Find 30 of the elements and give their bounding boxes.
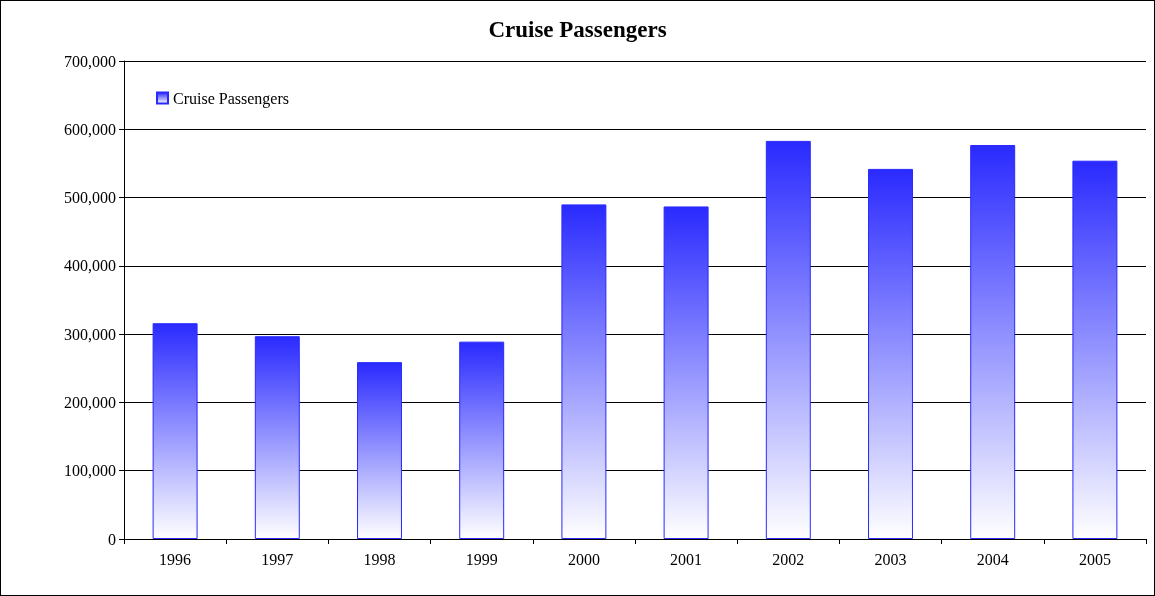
x-tick-label: 2000: [567, 550, 600, 568]
x-tick-label: 2005: [1078, 550, 1111, 568]
y-tick-label: 500,000: [64, 189, 116, 207]
x-tick-label: 1996: [159, 550, 192, 568]
y-tick-label: 300,000: [64, 325, 116, 343]
y-tick-label: 0: [108, 530, 116, 548]
x-tick-label: 1997: [261, 550, 294, 568]
y-tick-label: 700,000: [64, 52, 116, 70]
y-tick-label: 600,000: [64, 120, 116, 138]
bar: [970, 144, 1016, 539]
bar: [459, 341, 505, 539]
legend-label: Cruise Passengers: [173, 89, 289, 108]
y-tick-label: 400,000: [64, 257, 116, 275]
x-tick-label: 2003: [874, 550, 907, 568]
x-tick-label: 1999: [465, 550, 498, 568]
bar: [663, 206, 709, 539]
y-tick-label: 100,000: [64, 462, 116, 480]
chart-title: Cruise Passengers: [488, 17, 667, 42]
x-tick-label: 2002: [772, 550, 805, 568]
bar: [765, 140, 811, 539]
y-tick-label: 200,000: [64, 393, 116, 411]
x-tick-label: 1998: [363, 550, 396, 568]
x-tick-label: 2001: [670, 550, 703, 568]
bar: [254, 336, 300, 539]
x-tick-label: 2004: [976, 550, 1009, 568]
bar: [868, 168, 913, 539]
bar: [1072, 160, 1118, 539]
bar: [357, 362, 402, 539]
bar: [152, 323, 198, 539]
bar: [561, 204, 607, 539]
